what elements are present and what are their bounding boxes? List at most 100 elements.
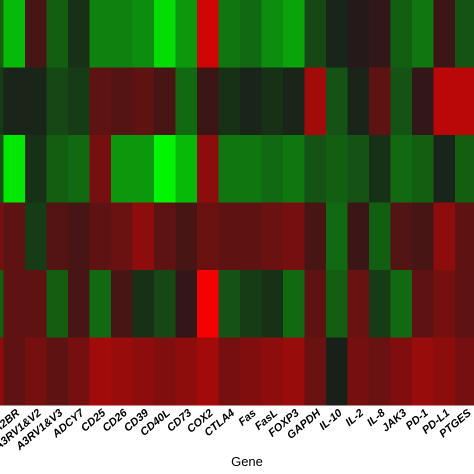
- heatmap-cell: [3, 202, 26, 271]
- heatmap-cell: [218, 135, 241, 203]
- heatmap-cell: [68, 0, 90, 68]
- heatmap-cell: [283, 270, 305, 338]
- heatmap-cell: [175, 202, 198, 271]
- heatmap-cell: [89, 270, 112, 338]
- heatmap-cell: [68, 202, 90, 271]
- heatmap-cell: [412, 337, 434, 406]
- heatmap-cell: [347, 202, 370, 271]
- heatmap-cell: [89, 135, 112, 203]
- heatmap-cell: [154, 337, 176, 406]
- heatmap-cell: [25, 270, 47, 338]
- heatmap-cell: [304, 270, 327, 338]
- heatmap-cell: [412, 135, 434, 203]
- heatmap-cell: [218, 337, 241, 406]
- heatmap-cell: [154, 270, 176, 338]
- heatmap-cell: [197, 67, 219, 136]
- heatmap-cell: [46, 337, 69, 406]
- heatmap-cell: [111, 135, 133, 203]
- heatmap-cell: [240, 135, 262, 203]
- heatmap-cell: [240, 0, 262, 68]
- heatmap-cell: [261, 67, 284, 136]
- heatmap-cell: [304, 0, 327, 68]
- heatmap-cell: [89, 0, 112, 68]
- heatmap-cell: [347, 135, 370, 203]
- heatmap-cell: [25, 202, 47, 271]
- heatmap-cell: [390, 135, 413, 203]
- heatmap-cell: [132, 337, 155, 406]
- heatmap-cell: [25, 0, 47, 68]
- heatmap-cell: [3, 337, 26, 406]
- heatmap-cell: [154, 202, 176, 271]
- heatmap-cell: [25, 135, 47, 203]
- heatmap-cell: [455, 337, 474, 406]
- heatmap-cell: [3, 135, 26, 203]
- heatmap-cell: [0, 202, 4, 271]
- heatmap-cell: [412, 270, 434, 338]
- heatmap-cell: [218, 67, 241, 136]
- heatmap-cell: [369, 0, 391, 68]
- heatmap-cell: [111, 270, 133, 338]
- heatmap-cell: [0, 135, 4, 203]
- heatmap-cell: [25, 67, 47, 136]
- heatmap-cell: [433, 135, 456, 203]
- heatmap-cell: [347, 337, 370, 406]
- heatmap-cell: [0, 270, 4, 338]
- heatmap-cell: [390, 202, 413, 271]
- heatmap-cell: [0, 337, 4, 406]
- heatmap-cell: [326, 270, 348, 338]
- heatmap-cell: [132, 135, 155, 203]
- heatmap-cell: [175, 337, 198, 406]
- heatmap-cell: [455, 0, 474, 68]
- heatmap-cell: [197, 202, 219, 271]
- heatmap-cell: [369, 67, 391, 136]
- heatmap-cell: [154, 0, 176, 68]
- heatmap-cell: [455, 67, 474, 136]
- heatmap-cell: [283, 0, 305, 68]
- heatmap-cell: [455, 202, 474, 271]
- heatmap-cell: [261, 135, 284, 203]
- heatmap-cell: [261, 270, 284, 338]
- heatmap-cell: [3, 67, 26, 136]
- heatmap-cell: [68, 67, 90, 136]
- heatmap-cell: [175, 0, 198, 68]
- heatmap-cell: [433, 270, 456, 338]
- heatmap-cell: [68, 337, 90, 406]
- heatmap-cell: [175, 67, 198, 136]
- heatmap-cell: [455, 135, 474, 203]
- heatmap-cell: [326, 202, 348, 271]
- heatmap-cell: [369, 270, 391, 338]
- heatmap-cell: [197, 135, 219, 203]
- heatmap-cell: [218, 202, 241, 271]
- heatmap-cell: [412, 202, 434, 271]
- heatmap-cell: [46, 135, 69, 203]
- heatmap-cell: [240, 67, 262, 136]
- heatmap-cell: [390, 67, 413, 136]
- heatmap-cell: [154, 135, 176, 203]
- heatmap-cell: [347, 0, 370, 68]
- x-axis-label: Gene: [231, 454, 263, 469]
- heatmap-cell: [326, 135, 348, 203]
- heatmap-cell: [46, 202, 69, 271]
- heatmap-cell: [261, 337, 284, 406]
- heatmap-cell: [46, 67, 69, 136]
- heatmap-cell: [3, 270, 26, 338]
- heatmap-cell: [433, 337, 456, 406]
- heatmap-cell: [369, 202, 391, 271]
- heatmap-cell: [3, 0, 26, 68]
- heatmap-cell: [412, 67, 434, 136]
- heatmap-cell: [412, 0, 434, 68]
- heatmap-cell: [218, 0, 241, 68]
- heatmap-cell: [46, 0, 69, 68]
- x-tick-label: IL-10: [317, 407, 345, 433]
- heatmap-cell: [89, 202, 112, 271]
- heatmap-cell: [240, 202, 262, 271]
- heatmap-cell: [132, 202, 155, 271]
- heatmap-cell: [347, 67, 370, 136]
- heatmap-cell: [175, 270, 198, 338]
- heatmap-cell: [0, 67, 4, 136]
- heatmap-cell: [89, 337, 112, 406]
- heatmap-cell: [390, 337, 413, 406]
- heatmap-cell: [175, 135, 198, 203]
- heatmap-cell: [433, 202, 456, 271]
